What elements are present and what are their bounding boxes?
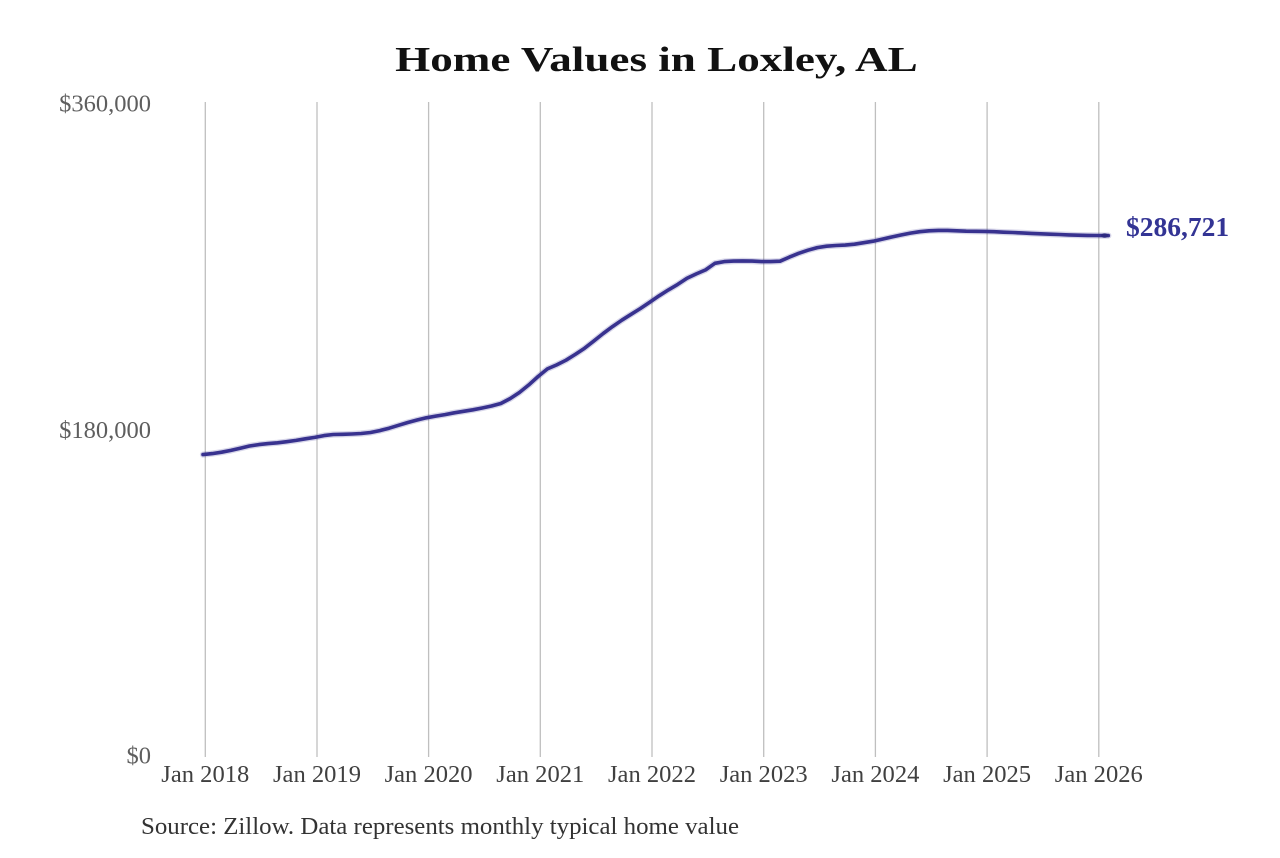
svg-text:Jan 2022: Jan 2022 (608, 761, 696, 788)
svg-text:$286,721: $286,721 (1126, 211, 1229, 242)
svg-text:Jan 2019: Jan 2019 (273, 761, 361, 788)
svg-text:$0: $0 (127, 742, 152, 769)
svg-text:Source: Zillow. Data represent: Source: Zillow. Data represents monthly … (141, 813, 739, 840)
svg-text:Jan 2018: Jan 2018 (161, 761, 249, 788)
svg-text:Jan 2024: Jan 2024 (831, 761, 919, 788)
svg-text:$180,000: $180,000 (59, 417, 151, 444)
svg-text:$360,000: $360,000 (59, 90, 151, 117)
svg-text:Jan 2020: Jan 2020 (385, 761, 473, 788)
svg-text:Jan 2026: Jan 2026 (1055, 761, 1143, 788)
svg-text:Jan 2023: Jan 2023 (720, 761, 808, 788)
svg-text:Home Values in Loxley, AL: Home Values in Loxley, AL (395, 40, 918, 79)
svg-text:Jan 2025: Jan 2025 (943, 761, 1031, 788)
svg-text:Jan 2021: Jan 2021 (496, 761, 584, 788)
